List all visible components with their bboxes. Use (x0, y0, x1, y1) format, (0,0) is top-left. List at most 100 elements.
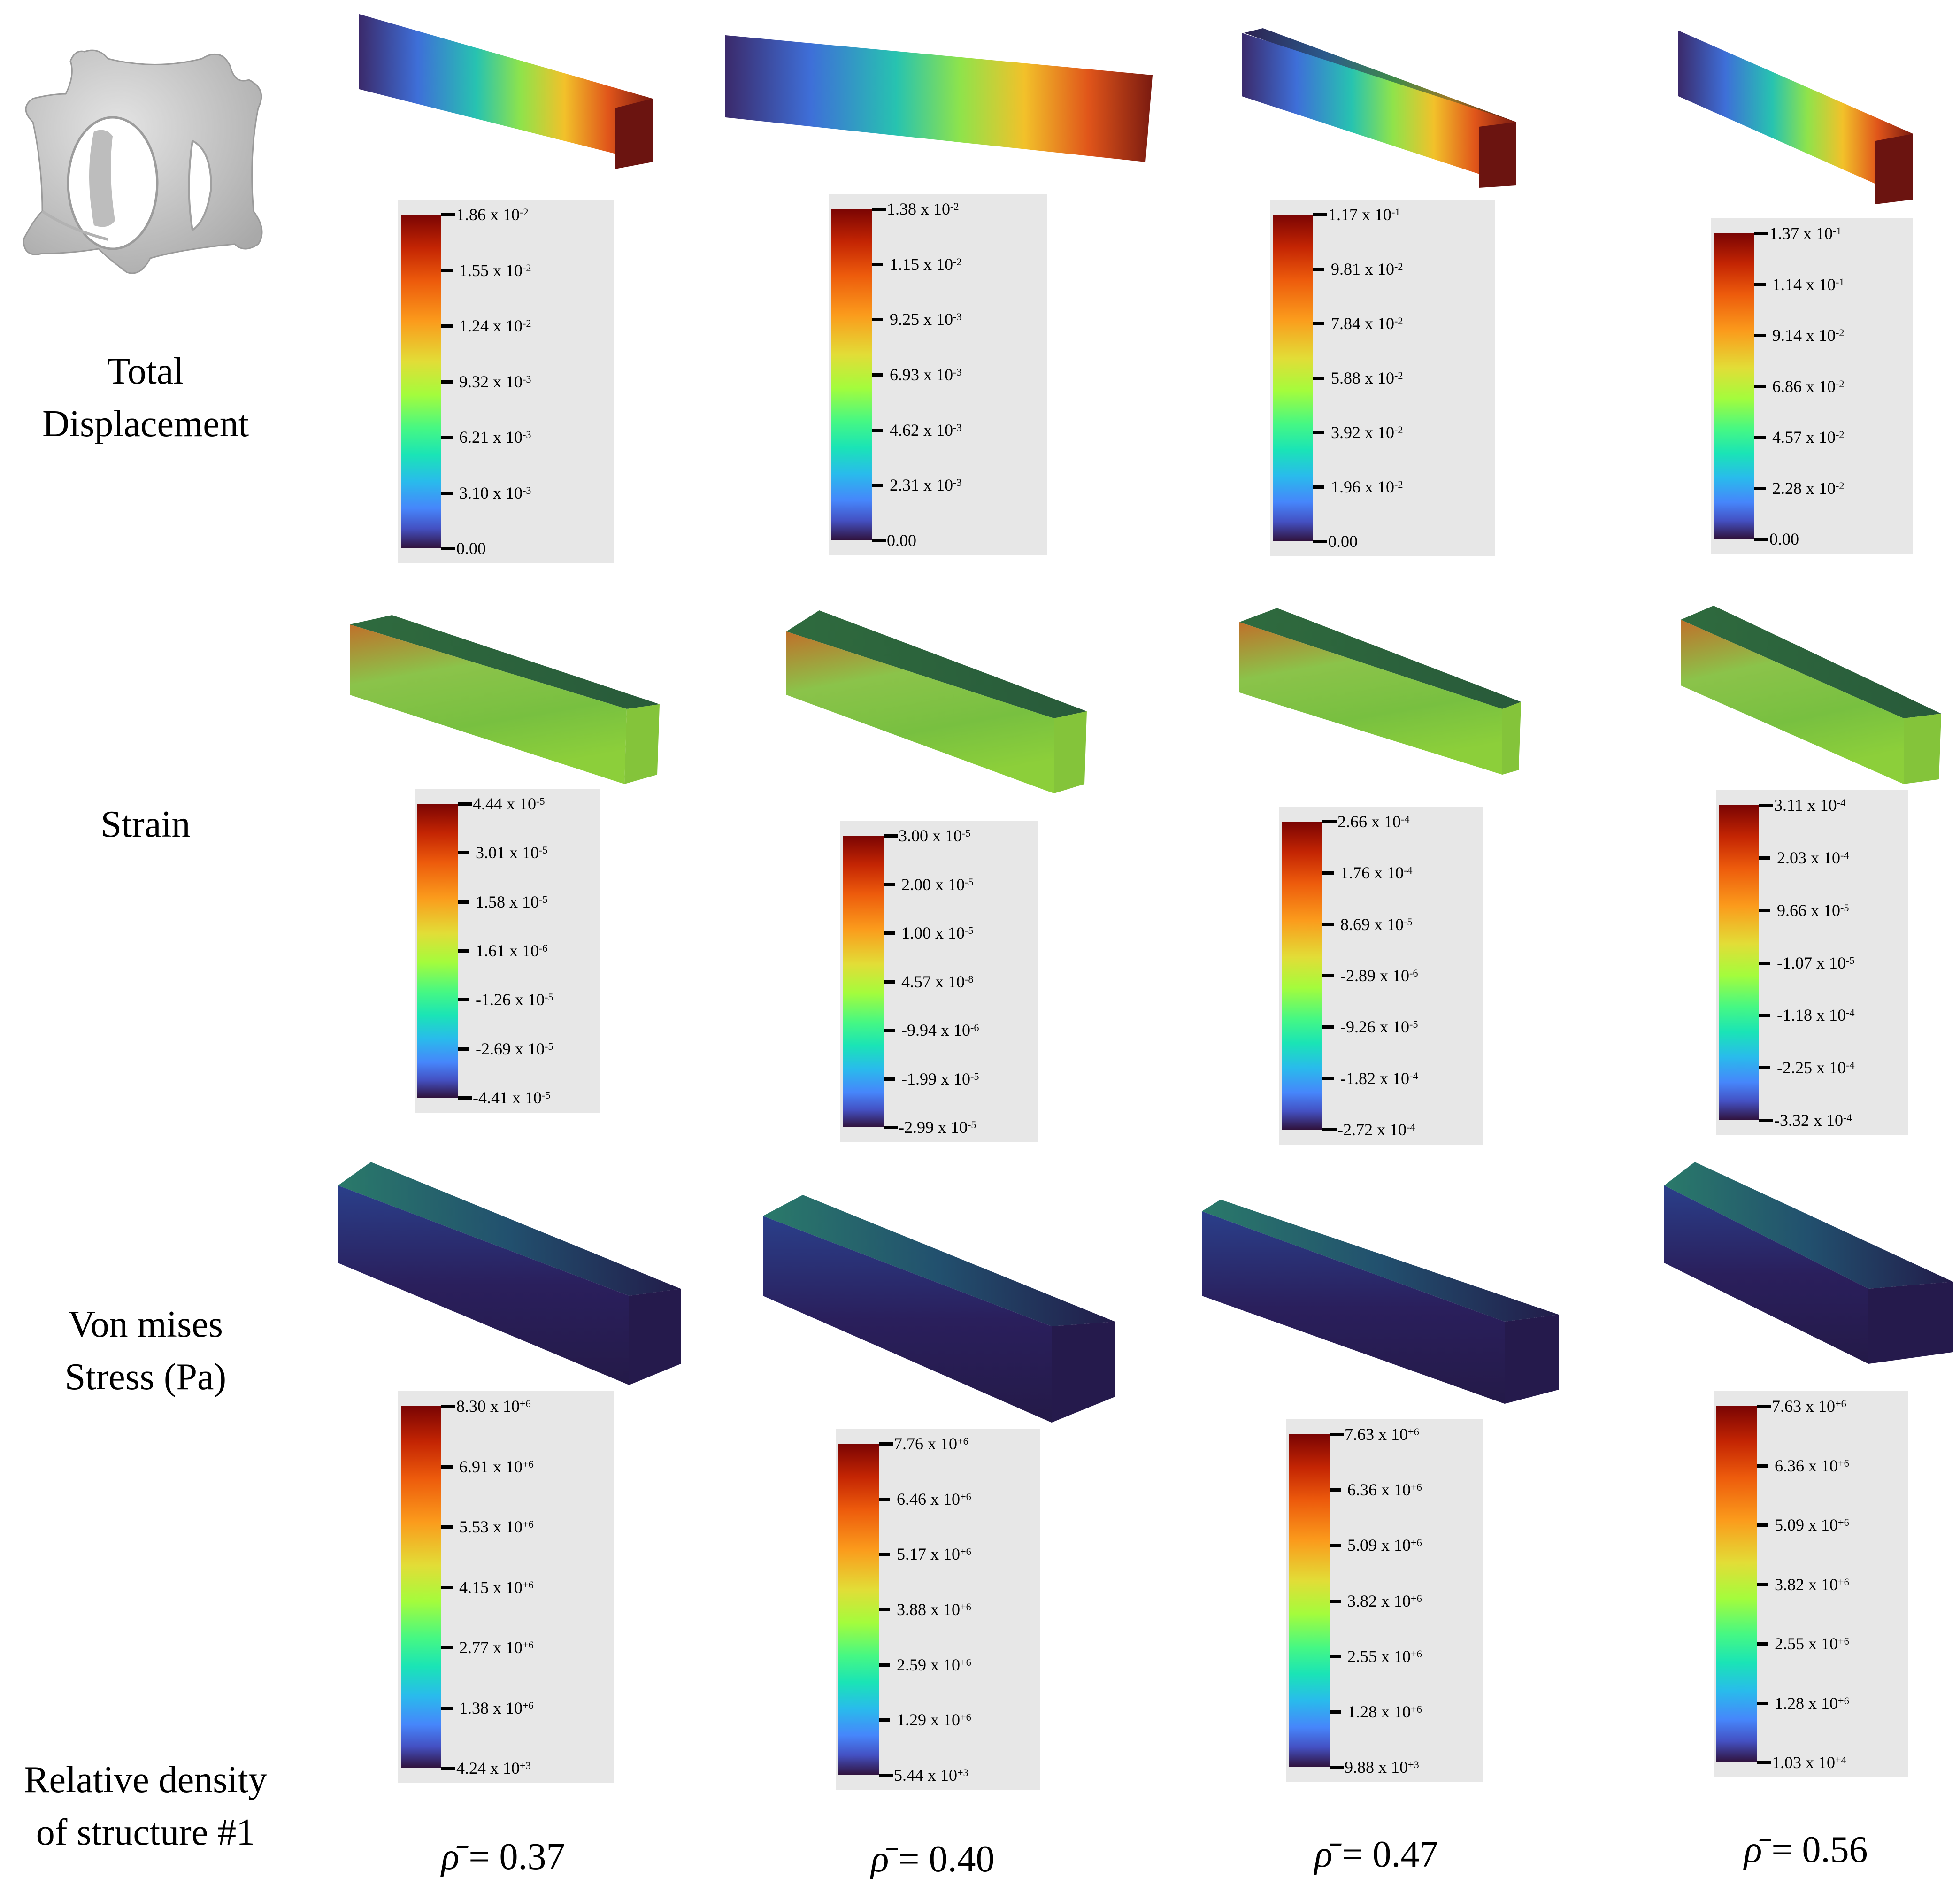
colorbar-tick-label: 3.82 x 10+6 (1775, 1575, 1849, 1594)
colorbar-tick-label: 3.01 x 10-5 (476, 843, 548, 862)
colorbar-tick (1322, 871, 1334, 875)
colorbar-tick (1330, 1433, 1344, 1436)
colorbar-tick (872, 262, 883, 266)
colorbar-tick-label: 6.46 x 10+6 (897, 1489, 971, 1508)
colorbar-tick-label: 6.36 x 10+6 (1347, 1480, 1422, 1500)
density-value: = 0.47 (1332, 1834, 1438, 1875)
colorbar-gradient (1716, 1406, 1757, 1762)
colorbar-tick (1313, 540, 1327, 543)
colorbar-tick (1754, 385, 1766, 388)
label-line: Relative density (24, 1759, 267, 1800)
displacement-beam-4-end-face (1875, 134, 1913, 204)
colorbar-tick (441, 324, 453, 328)
colorbar-tick (872, 373, 883, 377)
colorbar-tick-label: 5.17 x 10+6 (897, 1545, 971, 1564)
colorbar-legend-stress: 7.63 x 10+6 6.36 x 10+6 5.09 x 10+6 3.82 x … (1714, 1391, 1908, 1777)
colorbar-tick (1757, 1464, 1768, 1468)
colorbar-tick-label: 0.00 (1769, 530, 1799, 548)
colorbar-tick-label: 1.55 x 10-2 (459, 261, 531, 280)
row-label-von-mises: Von mises Stress (Pa) (0, 1298, 291, 1403)
colorbar-tick-label: 0.00 (456, 539, 486, 558)
colorbar-tick-label: -3.32 x 10-4 (1774, 1111, 1852, 1130)
colorbar-tick (872, 208, 886, 211)
colorbar-tick (1313, 322, 1324, 325)
colorbar-tick-label: 3.00 x 10-5 (899, 826, 971, 845)
colorbar-tick (879, 1497, 890, 1501)
displacement-beam-1-end-face (615, 99, 653, 169)
colorbar-tick-label: 5.09 x 10+6 (1775, 1516, 1849, 1534)
colorbar-tick-label: -1.07 x 10-5 (1777, 953, 1855, 972)
colorbar-tick (884, 980, 895, 984)
colorbar-tick-label: 1.58 x 10-5 (476, 892, 548, 911)
colorbar-tick-label: 9.88 x 10+3 (1345, 1758, 1419, 1777)
colorbar-tick (1759, 1066, 1770, 1070)
strain-beam-2-top-face (786, 610, 1087, 718)
colorbar-tick-label: 2.77 x 10+6 (459, 1638, 534, 1657)
colorbar-tick-label: 1.38 x 10+6 (459, 1698, 534, 1717)
colorbar-tick-label: 2.59 x 10+6 (897, 1655, 971, 1674)
colorbar-tick (458, 900, 469, 904)
colorbar-tick-label: 3.11 x 10-4 (1774, 796, 1846, 815)
colorbar-tick-label: 5.09 x 10+6 (1347, 1536, 1422, 1555)
strain-beam-4-side-face (1681, 620, 1904, 784)
colorbar-tick (441, 491, 453, 495)
colorbar-tick (1759, 1119, 1773, 1122)
colorbar-gradient (417, 804, 458, 1098)
colorbar-tick (441, 1525, 453, 1529)
colorbar-tick-label: 9.32 x 10-3 (459, 372, 531, 391)
stress-beam-3-top-face (1202, 1200, 1559, 1322)
colorbar-tick-label: 5.88 x 10-2 (1331, 369, 1403, 387)
label-line: Stress (Pa) (64, 1356, 227, 1398)
colorbar-tick (458, 802, 472, 806)
colorbar-tick (1757, 1583, 1768, 1586)
colorbar-tick (872, 428, 883, 432)
colorbar-tick (884, 1029, 895, 1032)
rho-bar-symbol: ρ̄ (1314, 1834, 1333, 1875)
colorbar-tick (1759, 1014, 1770, 1017)
colorbar-tick-label: 0.00 (1328, 532, 1358, 551)
density-label-2: ρ̄ = 0.40 (871, 1836, 995, 1883)
stress-beam-2-side-face (763, 1216, 1052, 1423)
rho-bar-symbol: ρ̄ (441, 1836, 460, 1877)
colorbar-tick (458, 851, 469, 855)
density-value: = 0.40 (889, 1839, 995, 1880)
colorbar-tick (1754, 334, 1766, 337)
colorbar-tick (879, 1608, 890, 1611)
stress-beam-2-top-face (763, 1195, 1115, 1326)
colorbar-tick-label: 6.93 x 10-3 (890, 365, 962, 384)
strain-beam-1-top-face (350, 615, 660, 709)
displacement-beam-2-side-face (725, 35, 1153, 162)
colorbar-tick-label: -2.72 x 10-4 (1337, 1120, 1415, 1139)
colorbar-tick-label: 1.29 x 10+6 (897, 1710, 971, 1730)
colorbar-tick-label: 9.81 x 10-2 (1331, 260, 1403, 278)
colorbar-tick (1759, 908, 1770, 912)
colorbar-tick-label: 2.03 x 10-4 (1777, 848, 1849, 867)
colorbar-tick (884, 931, 895, 935)
colorbar-tick (441, 1585, 453, 1589)
label-line: Displacement (42, 403, 249, 445)
colorbar-tick (1322, 1077, 1334, 1080)
colorbar-tick-label: 1.76 x 10-4 (1340, 863, 1413, 883)
colorbar-tick (884, 883, 895, 886)
colorbar-tick-label: 1.28 x 10+6 (1347, 1702, 1422, 1721)
colorbar-tick (1757, 1523, 1768, 1527)
colorbar-gradient (1273, 215, 1313, 541)
colorbar-tick-label: 3.88 x 10+6 (897, 1600, 971, 1619)
colorbar-tick-label: 8.30 x 10+6 (456, 1397, 531, 1416)
colorbar-tick (1754, 486, 1766, 490)
colorbar-tick (1313, 431, 1324, 434)
density-value: = 0.37 (459, 1836, 565, 1877)
colorbar-tick (1757, 1642, 1768, 1646)
colorbar-tick-label: 7.84 x 10-2 (1331, 314, 1403, 333)
unit-cell-model (23, 49, 263, 274)
strain-beam-3-end-face (1502, 702, 1521, 775)
colorbar-tick (879, 1718, 890, 1722)
colorbar-tick (1330, 1488, 1341, 1492)
displacement-beam-4-side-face (1678, 31, 1913, 200)
colorbar-tick-label: 5.53 x 10+6 (459, 1517, 534, 1536)
colorbar-tick-label: 9.66 x 10-5 (1777, 900, 1849, 920)
colorbar-tick (1322, 974, 1334, 977)
strain-beam-3-top-face (1239, 608, 1521, 709)
colorbar-tick-label: 1.15 x 10-2 (890, 254, 962, 274)
